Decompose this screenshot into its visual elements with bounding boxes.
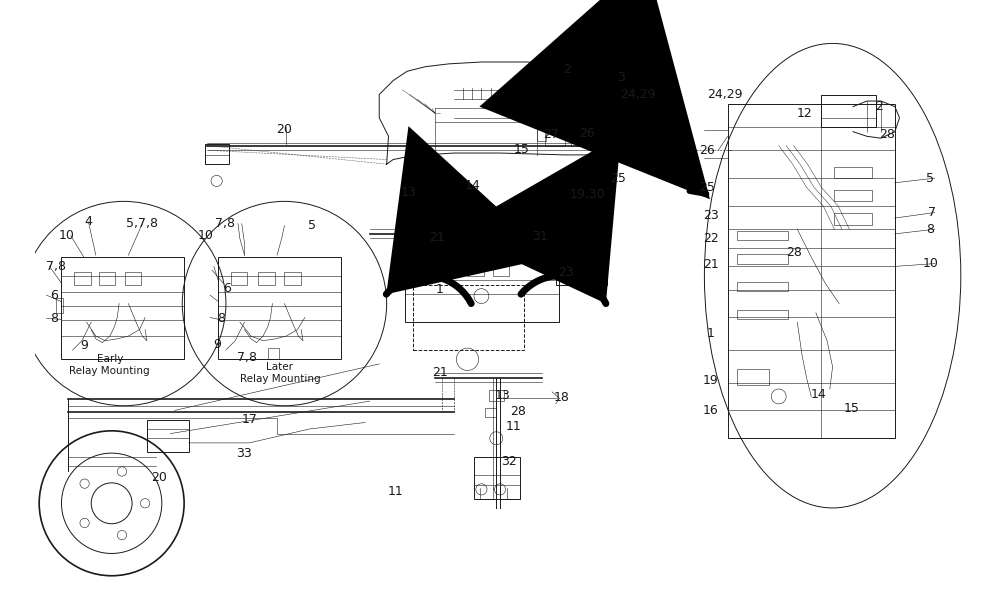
Text: 10: 10 [58, 230, 74, 242]
Text: 2: 2 [875, 100, 883, 113]
Text: 3: 3 [617, 71, 625, 84]
Text: 15: 15 [513, 143, 529, 156]
Circle shape [581, 273, 586, 278]
Bar [493, 263, 509, 275]
Bar [413, 285, 524, 350]
Bar [74, 272, 91, 285]
Text: 17: 17 [242, 413, 258, 426]
Bar [284, 272, 301, 285]
Text: 13: 13 [401, 187, 417, 200]
Text: 10: 10 [922, 257, 938, 270]
Text: 16: 16 [703, 404, 719, 417]
Text: 21: 21 [703, 258, 719, 271]
Text: 8: 8 [217, 312, 225, 325]
Text: 26: 26 [579, 127, 595, 140]
Text: 26: 26 [699, 144, 715, 157]
Text: 20: 20 [277, 124, 292, 136]
Bar [99, 272, 115, 285]
Bar [231, 272, 247, 285]
Text: 11: 11 [388, 485, 404, 498]
Text: 22: 22 [703, 232, 719, 245]
Text: 14: 14 [464, 179, 480, 192]
Bar [205, 144, 229, 164]
Text: 28: 28 [879, 128, 895, 141]
Bar [474, 457, 520, 499]
Text: 24,29: 24,29 [620, 88, 655, 101]
Bar [737, 282, 788, 291]
Text: 23: 23 [703, 209, 719, 222]
Bar [418, 263, 435, 275]
Bar [737, 310, 788, 319]
Text: 8: 8 [926, 223, 934, 236]
Bar [834, 167, 872, 178]
Text: Early
Relay Mounting: Early Relay Mounting [69, 354, 150, 376]
Bar [147, 420, 189, 452]
Bar [821, 94, 876, 127]
Text: 18: 18 [553, 391, 569, 404]
Text: 28: 28 [510, 405, 526, 418]
Text: 9: 9 [214, 338, 222, 351]
Bar [405, 239, 559, 322]
Circle shape [567, 273, 572, 278]
Text: 21: 21 [432, 366, 447, 379]
Text: 5: 5 [926, 171, 934, 185]
Text: 5,7,8: 5,7,8 [126, 217, 158, 230]
Text: 6: 6 [223, 282, 231, 295]
Text: 33: 33 [236, 447, 251, 460]
Text: 6: 6 [50, 289, 58, 302]
Text: 8: 8 [50, 312, 58, 325]
Text: 1: 1 [707, 327, 715, 340]
Bar [737, 231, 788, 241]
Text: 27: 27 [543, 128, 559, 141]
Text: 21: 21 [429, 231, 445, 244]
Text: 2: 2 [563, 63, 571, 76]
Bar [556, 230, 607, 285]
Bar [571, 127, 591, 146]
Bar [218, 257, 341, 359]
Bar [485, 408, 496, 417]
Text: Later
Relay Mounting: Later Relay Mounting [240, 362, 320, 384]
Text: 7: 7 [928, 206, 936, 219]
Bar [467, 263, 484, 275]
Text: 4: 4 [84, 215, 92, 228]
Text: 10: 10 [198, 230, 213, 242]
Bar [125, 272, 141, 285]
Text: 25: 25 [610, 171, 626, 185]
Text: 13: 13 [495, 389, 511, 402]
Text: 7,8: 7,8 [46, 260, 66, 273]
Text: 5: 5 [308, 219, 316, 232]
Bar [258, 272, 275, 285]
Text: 14: 14 [811, 388, 827, 401]
Bar [728, 104, 895, 438]
Bar [737, 255, 788, 264]
Text: 19,30: 19,30 [570, 188, 605, 201]
Text: 9: 9 [80, 339, 88, 352]
Text: 7,8: 7,8 [215, 217, 235, 230]
Text: 24,29: 24,29 [707, 88, 743, 101]
Text: 15: 15 [843, 402, 859, 415]
Text: 12: 12 [797, 106, 813, 119]
Bar [834, 214, 872, 225]
Text: 1: 1 [436, 283, 444, 296]
Bar [737, 368, 769, 386]
Bar [442, 263, 459, 275]
Text: 19: 19 [703, 374, 719, 387]
Bar [56, 298, 63, 313]
Text: 25: 25 [699, 181, 715, 194]
Text: 11: 11 [506, 420, 522, 433]
Bar [545, 127, 565, 146]
Text: 20: 20 [151, 471, 167, 484]
Text: 7,8: 7,8 [237, 351, 257, 364]
Bar [537, 127, 546, 141]
Bar [834, 190, 872, 201]
Bar [61, 257, 184, 359]
Text: 28: 28 [786, 246, 802, 259]
Bar [489, 390, 504, 401]
Text: 31: 31 [532, 230, 548, 243]
Text: 32: 32 [501, 455, 517, 468]
Text: 23: 23 [558, 266, 574, 280]
Bar [268, 348, 279, 359]
